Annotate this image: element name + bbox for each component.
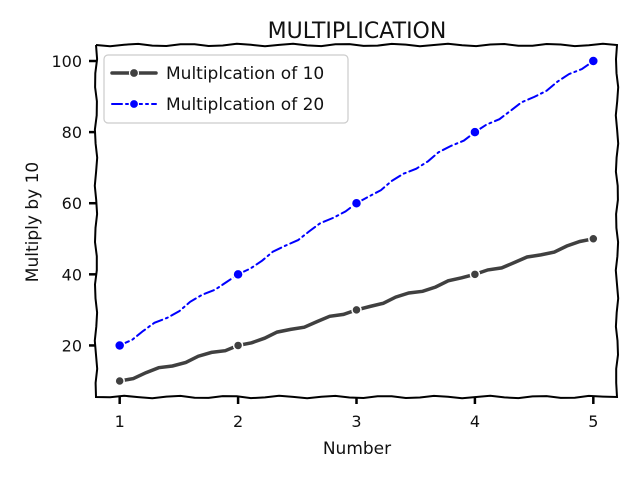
data-point	[232, 268, 244, 281]
y-tick-label: 20	[62, 336, 82, 355]
data-point	[469, 126, 481, 138]
data-point	[587, 55, 600, 67]
series-layer	[113, 55, 600, 387]
y-tick-label: 100	[51, 52, 82, 71]
legend-item: Multiplcation of 10	[110, 64, 324, 84]
chart-title: MULTIPLICATION	[268, 19, 447, 44]
data-point	[351, 304, 362, 316]
legend-label: Multiplcation of 10	[166, 64, 324, 84]
x-tick-label: 3	[351, 412, 361, 431]
legend-label: Multiplcation of 20	[166, 95, 324, 115]
series-1	[114, 233, 599, 387]
y-axis-label: Multiply by 10	[23, 162, 43, 282]
legend-marker	[128, 98, 140, 110]
data-point	[113, 339, 126, 352]
x-tick-label: 4	[470, 412, 480, 431]
plot-frame	[93, 42, 620, 400]
data-point	[232, 340, 244, 351]
plot-border	[93, 42, 620, 400]
y-tick-label: 80	[62, 123, 82, 142]
legend-marker	[128, 67, 140, 79]
y-tick-label: 40	[62, 265, 82, 284]
x-tick-label: 1	[115, 412, 125, 431]
series-line	[118, 60, 595, 347]
data-point	[588, 233, 599, 245]
series-2	[113, 55, 600, 352]
data-point	[114, 375, 125, 387]
legend: Multiplcation of 10 Multiplcation of 20	[103, 54, 349, 124]
x-tick-label: 2	[233, 412, 243, 431]
x-axis-label: Number	[323, 439, 391, 459]
x-tick-label: 5	[588, 412, 598, 431]
y-tick-label: 60	[62, 194, 82, 213]
x-axis: 1 2 3 4 5	[115, 397, 598, 431]
legend-item: Multiplcation of 20	[111, 95, 324, 115]
y-axis: 20 40 60 80 100	[51, 52, 96, 355]
legend-box	[103, 54, 349, 124]
data-point	[350, 197, 363, 209]
data-point	[469, 269, 481, 280]
